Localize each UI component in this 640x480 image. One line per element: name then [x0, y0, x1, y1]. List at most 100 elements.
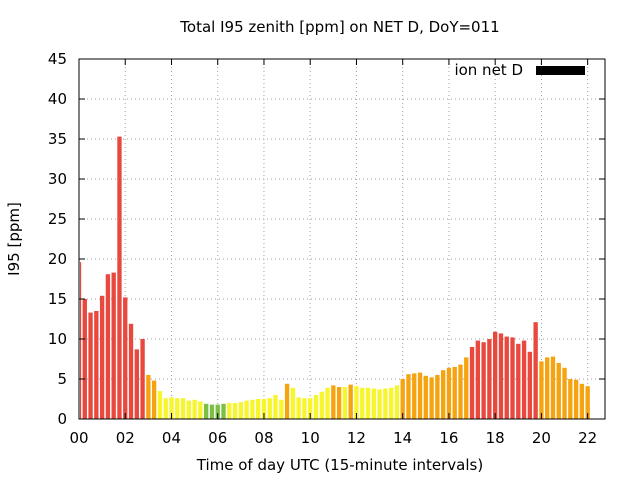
- bar: [80, 262, 82, 419]
- y-tick-label: 20: [48, 250, 67, 268]
- plot-frame: [78, 58, 606, 420]
- bar: [134, 349, 139, 419]
- y-tick-labels: 0 5 10 15 20 25 30 35 40 45: [48, 50, 67, 428]
- bar: [446, 367, 452, 419]
- bar: [360, 387, 365, 419]
- bar: [250, 399, 255, 419]
- bar: [585, 386, 590, 419]
- bar: [417, 372, 423, 419]
- bar: [302, 398, 307, 419]
- bar: [550, 356, 556, 419]
- bar: [331, 385, 336, 419]
- bar: [406, 374, 411, 419]
- x-tick-label: 12: [347, 429, 366, 447]
- bar: [227, 403, 232, 419]
- legend: ion net D: [454, 61, 585, 79]
- x-tick-label: 14: [393, 429, 412, 447]
- bar: [117, 136, 122, 419]
- chart-title: Total I95 zenith [ppm] on NET D, DoY=011: [179, 18, 499, 36]
- bar: [527, 351, 533, 419]
- bar: [400, 379, 405, 419]
- y-tick-label: 0: [57, 410, 67, 428]
- x-tick-label: 08: [254, 429, 273, 447]
- bar: [244, 400, 249, 419]
- bar: [469, 347, 475, 419]
- bar: [169, 397, 174, 419]
- bar: [186, 400, 191, 419]
- x-tick-label: 20: [532, 429, 551, 447]
- bar: [308, 398, 313, 419]
- bar: [568, 379, 573, 419]
- bar: [440, 370, 446, 419]
- bar: [88, 312, 93, 419]
- bar: [105, 274, 111, 419]
- bar: [146, 375, 151, 419]
- y-tick-label: 10: [48, 330, 67, 348]
- bar: [452, 367, 457, 419]
- y-tick-label: 15: [48, 290, 67, 308]
- bar: [573, 379, 579, 419]
- bar: [348, 384, 353, 419]
- legend-label: ion net D: [454, 61, 523, 79]
- bar: [140, 339, 145, 419]
- bar: [261, 399, 267, 419]
- bar: [539, 361, 544, 419]
- bar: [325, 387, 330, 419]
- grid: [79, 59, 605, 419]
- x-tick-label: 02: [116, 429, 135, 447]
- legend-swatch: [536, 66, 585, 75]
- bar: [180, 398, 186, 419]
- bar: [498, 333, 504, 419]
- bar: [203, 403, 209, 419]
- bar: [464, 357, 469, 419]
- y-tick-label: 30: [48, 170, 67, 188]
- x-tick-label: 18: [486, 429, 505, 447]
- bar: [284, 383, 290, 419]
- bar: [429, 377, 434, 419]
- bar: [82, 299, 87, 419]
- bar: [556, 363, 561, 419]
- bar: [475, 340, 481, 419]
- bar: [562, 367, 567, 419]
- bar: [221, 403, 226, 419]
- x-tick-label: 00: [69, 429, 88, 447]
- x-tick-label: 22: [578, 429, 597, 447]
- bar: [198, 401, 203, 419]
- y-axis-label: I95 [ppm]: [5, 202, 23, 276]
- bar: [579, 383, 585, 419]
- bar: [232, 403, 238, 419]
- bar: [533, 322, 538, 419]
- bar: [99, 295, 105, 419]
- bar: [521, 340, 527, 419]
- bar: [504, 336, 509, 419]
- bar: [394, 385, 400, 419]
- x-tick-labels: 00 02 04 06 08 10 12 14 16 18 20 22: [69, 429, 597, 447]
- bar: [481, 342, 486, 419]
- bar: [215, 404, 220, 419]
- bar: [377, 389, 382, 419]
- bar: [175, 398, 180, 419]
- bar: [516, 343, 521, 419]
- x-tick-label: 06: [208, 429, 227, 447]
- bar: [209, 404, 215, 419]
- bar: [128, 323, 134, 419]
- bar: [290, 387, 296, 419]
- bar: [279, 399, 284, 419]
- bar: [354, 386, 359, 419]
- bar: [336, 387, 342, 419]
- bar: [458, 364, 463, 419]
- bar: [365, 387, 371, 419]
- bar: [412, 373, 417, 419]
- bar: [256, 399, 261, 419]
- y-tick-label: 25: [48, 210, 67, 228]
- bar: [238, 402, 244, 419]
- bar: [383, 388, 388, 419]
- bar: [510, 337, 515, 419]
- bar: [111, 272, 116, 419]
- bar: [123, 297, 128, 419]
- bar: [163, 398, 168, 419]
- bar: [157, 391, 163, 419]
- x-tick-label: 04: [162, 429, 181, 447]
- bar: [371, 388, 376, 419]
